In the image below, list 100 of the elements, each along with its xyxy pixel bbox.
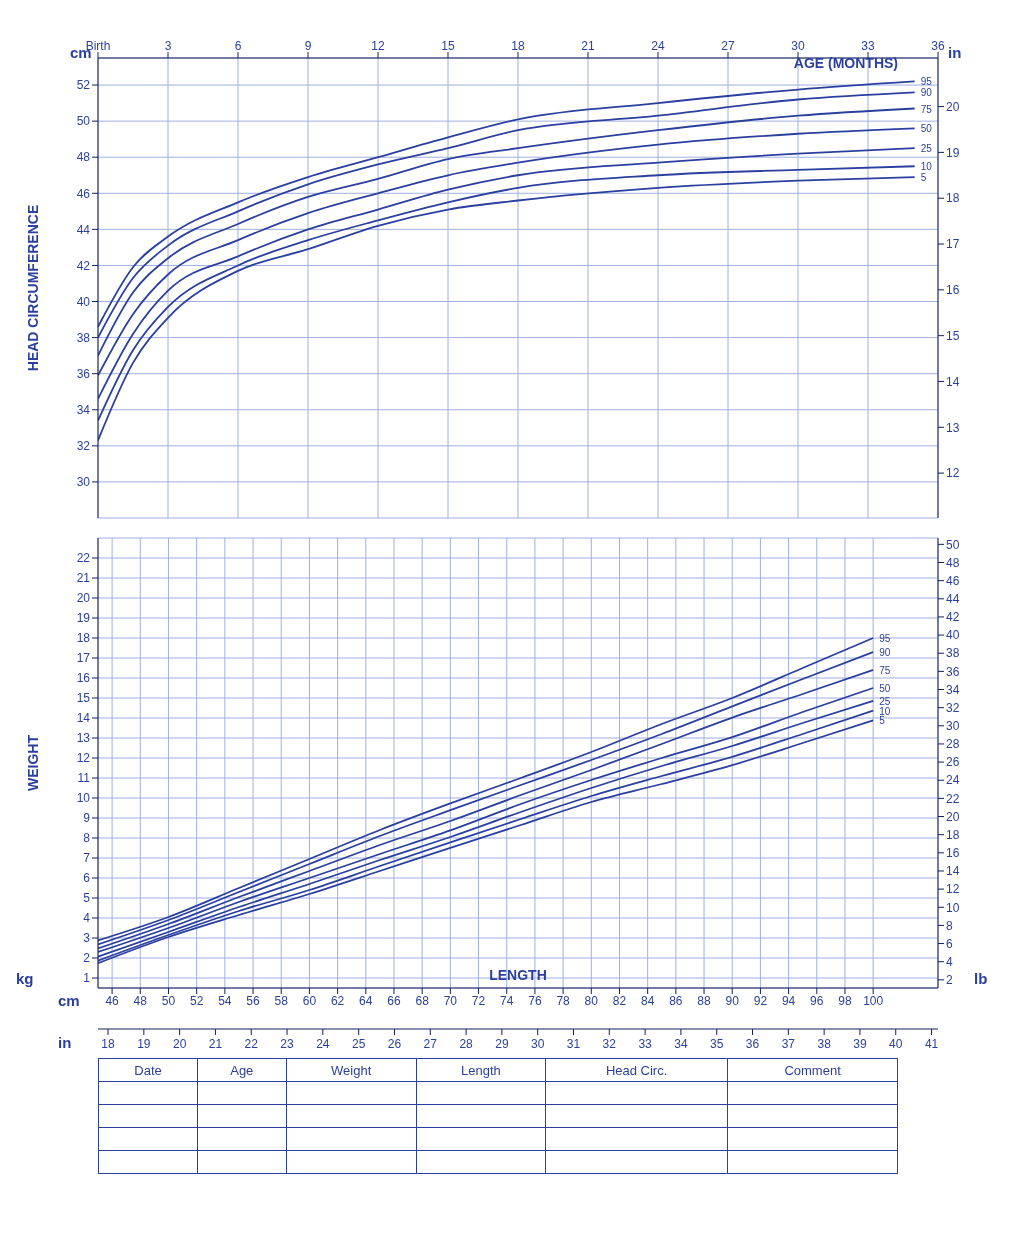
- y-tick-label: 42: [76, 258, 91, 273]
- y2-tick-label: 2: [946, 973, 953, 988]
- y-tick-label: 22: [76, 551, 91, 566]
- x-tick-label: 72: [471, 993, 486, 1008]
- y-tick-label: 32: [76, 439, 91, 454]
- x-tick-label: 96: [810, 993, 824, 1008]
- y-tick-label: 44: [76, 222, 91, 237]
- y-tick-label: 5: [83, 891, 91, 906]
- series-label: 10: [879, 705, 891, 717]
- x-tick-label: 48: [133, 993, 148, 1008]
- y-tick-label: 36: [76, 366, 91, 381]
- x-tick-label: 18: [511, 39, 525, 53]
- x-tick-label: 100: [863, 993, 884, 1008]
- y-tick-label: 17: [76, 651, 91, 666]
- x-tick-label: 12: [371, 39, 385, 53]
- x2-tick-label: 37: [781, 1037, 796, 1051]
- y2-tick-label: 15: [946, 328, 960, 343]
- series-label: 95: [879, 633, 891, 644]
- series-label: 90: [920, 87, 933, 99]
- x2-tick-label: 24: [316, 1037, 330, 1051]
- x-tick-label: 27: [721, 39, 735, 53]
- y2-tick-label: 20: [946, 809, 960, 824]
- x2-tick-label: 40: [889, 1037, 903, 1051]
- x2-tick-label: 23: [280, 1037, 295, 1051]
- y-tick-label: 7: [83, 851, 91, 866]
- x2-tick-label: 29: [495, 1037, 509, 1051]
- y-tick-label: 10: [76, 791, 91, 806]
- y-tick-label: 15: [76, 691, 91, 706]
- x2-tick-label: 26: [387, 1037, 402, 1051]
- y2-tick-label: 8: [946, 918, 953, 933]
- x-tick-label: 54: [218, 993, 232, 1008]
- y-tick-label: 38: [76, 330, 91, 345]
- y-tick-label: 21: [76, 571, 91, 586]
- y2-tick-label: 14: [946, 864, 960, 879]
- series-label: 75: [879, 665, 891, 676]
- x2-tick-label: 21: [208, 1037, 223, 1051]
- x-tick-label: 62: [330, 993, 345, 1008]
- x2-tick-label: 34: [674, 1037, 688, 1051]
- x-tick-label: 33: [861, 39, 875, 53]
- y2-tick-label: 19: [946, 145, 960, 160]
- y2-tick-label: 16: [946, 283, 960, 298]
- x2-tick-label: 41: [924, 1037, 939, 1051]
- x-tick-label: 94: [781, 993, 796, 1008]
- x-tick-label: 84: [640, 993, 655, 1008]
- x-tick-label: 50: [161, 993, 176, 1008]
- y-tick-label: 52: [76, 78, 91, 93]
- y-tick-label: 18: [76, 631, 91, 646]
- y2-tick-label: 12: [946, 466, 960, 481]
- x2-tick-label: 18: [101, 1037, 116, 1051]
- series-label: 25: [920, 143, 933, 155]
- x-tick-label: 56: [246, 993, 261, 1008]
- y-tick-label: 14: [76, 711, 91, 726]
- y2-tick-label: 10: [946, 900, 960, 915]
- text: kg: [16, 970, 34, 987]
- y2-tick-label: 13: [946, 420, 960, 435]
- y2-tick-label: 38: [946, 646, 960, 661]
- x-tick-label: 52: [189, 993, 204, 1008]
- y-tick-label: 46: [76, 186, 91, 201]
- series-label: 25: [879, 695, 891, 707]
- y2-tick-label: 32: [946, 700, 960, 715]
- x-tick-label: 86: [669, 993, 683, 1008]
- x2-tick-label: 33: [638, 1037, 653, 1051]
- x-tick-label: 64: [359, 993, 373, 1008]
- y2-tick-label: 46: [946, 573, 960, 588]
- series-label: 50: [879, 683, 891, 694]
- x-tick-label: 9: [304, 39, 312, 53]
- x-tick-label: 3: [164, 39, 172, 53]
- text: Weight: [286, 1058, 417, 1082]
- y2-tick-label: 16: [946, 846, 960, 861]
- x-tick-label: 90: [725, 993, 740, 1008]
- x-tick-label: 46: [105, 993, 120, 1008]
- x-tick-label: 36: [931, 39, 945, 53]
- y-tick-label: 3: [83, 931, 91, 946]
- series-label: 5: [879, 715, 886, 727]
- x2-tick-label: 31: [566, 1037, 581, 1051]
- y2-tick-label: 36: [946, 664, 960, 679]
- y2-tick-label: 20: [946, 99, 960, 114]
- y-tick-label: 4: [83, 911, 91, 926]
- x-tick-label: 68: [415, 993, 430, 1008]
- series-label: 5: [920, 172, 927, 184]
- x-tick-label: 15: [441, 39, 455, 53]
- x-axis-title: LENGTH: [489, 967, 547, 983]
- x2-tick-label: 36: [745, 1037, 760, 1051]
- x-axis-title: AGE (MONTHS): [793, 54, 898, 71]
- y-tick-label: 11: [77, 771, 91, 786]
- text: lb: [974, 970, 988, 987]
- y-axis-title: HEAD CIRCUMFERENCE: [24, 204, 41, 372]
- y-tick-label: 2: [83, 951, 91, 966]
- y-tick-label: 1: [83, 971, 91, 986]
- x-tick-label: 92: [753, 993, 768, 1008]
- x-tick-label: 66: [387, 993, 401, 1008]
- text: in: [948, 44, 962, 61]
- y-tick-label: 40: [76, 294, 91, 309]
- y2-tick-label: 12: [946, 882, 960, 897]
- x-tick-label: 30: [791, 39, 805, 53]
- text: Comment: [727, 1058, 898, 1082]
- y-tick-label: 19: [76, 611, 91, 626]
- series-label: 75: [920, 103, 933, 115]
- y2-tick-label: 14: [946, 374, 960, 389]
- x-tick-label: 82: [612, 993, 627, 1008]
